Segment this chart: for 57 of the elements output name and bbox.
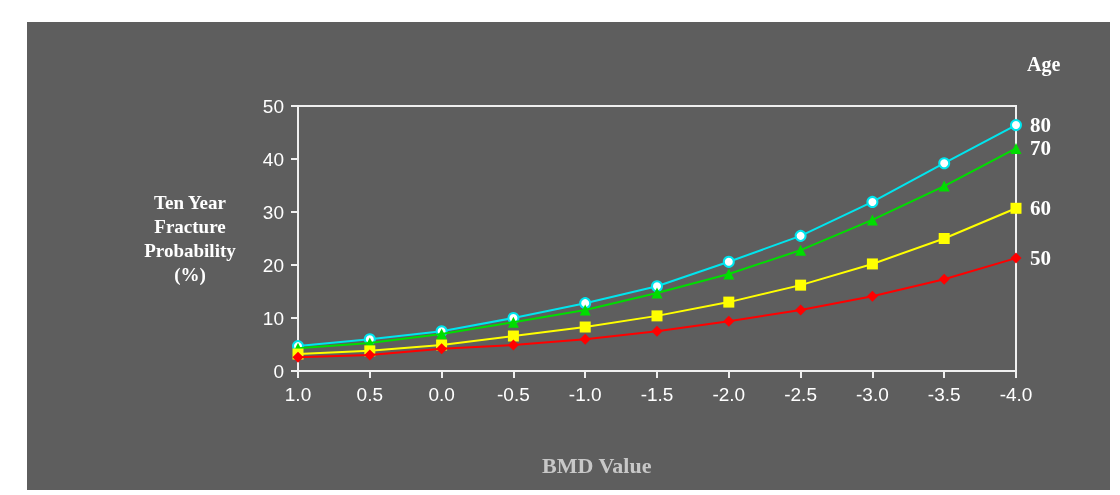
point <box>723 315 735 327</box>
point <box>866 258 878 270</box>
x-tick-label: -2.5 <box>784 384 817 405</box>
series-label: 70 <box>1030 136 1051 161</box>
x-axis-title: BMD Value <box>542 452 652 478</box>
point <box>938 180 950 192</box>
point <box>507 316 519 328</box>
point <box>579 321 591 333</box>
series-label: 60 <box>1030 196 1051 221</box>
point <box>364 349 376 361</box>
y-tick-label: 50 <box>262 95 284 117</box>
point <box>1010 119 1022 132</box>
point <box>507 330 519 342</box>
point <box>579 297 592 310</box>
legend-title: Age <box>1027 53 1061 76</box>
y-axis-title: Ten Year Fracture Probability (%) <box>144 192 237 286</box>
point <box>866 195 879 208</box>
point <box>866 290 878 302</box>
series-label: 50 <box>1030 246 1051 271</box>
point <box>651 325 663 337</box>
point <box>723 296 735 308</box>
point <box>507 339 519 351</box>
point <box>579 304 591 316</box>
point <box>579 333 591 345</box>
point <box>938 157 951 170</box>
y-tick-label: 40 <box>262 148 284 170</box>
x-tick-label: -3.0 <box>856 384 889 405</box>
point <box>722 255 735 268</box>
point <box>651 310 663 322</box>
point <box>651 280 663 293</box>
x-tick-label: -0.5 <box>497 384 530 405</box>
point <box>938 233 950 244</box>
x-tick-label: 1.0 <box>284 384 312 405</box>
x-tick-label: -1.0 <box>568 384 602 405</box>
point <box>938 273 950 285</box>
y-tick-label: 10 <box>262 307 284 329</box>
point <box>1010 252 1022 264</box>
x-tick-label: -4.0 <box>999 384 1033 405</box>
y-tick-label: 0 <box>273 360 284 382</box>
x-tick-label: 0.5 <box>356 384 384 405</box>
point <box>1010 202 1022 214</box>
series-label: 80 <box>1030 113 1051 138</box>
x-tick-label: -3.5 <box>927 384 961 405</box>
point <box>794 229 807 242</box>
x-tick-label: -1.5 <box>640 384 674 405</box>
x-tick-label: -2.0 <box>712 384 746 405</box>
y-tick-label: 20 <box>262 254 284 276</box>
point <box>1010 142 1022 154</box>
point <box>866 214 878 226</box>
point <box>795 304 807 316</box>
point <box>723 268 735 280</box>
y-tick-label: 30 <box>262 201 284 223</box>
point <box>651 287 663 299</box>
point <box>795 244 807 256</box>
point <box>436 343 448 355</box>
x-tick-label: 0.0 <box>428 384 455 405</box>
point <box>795 279 807 291</box>
